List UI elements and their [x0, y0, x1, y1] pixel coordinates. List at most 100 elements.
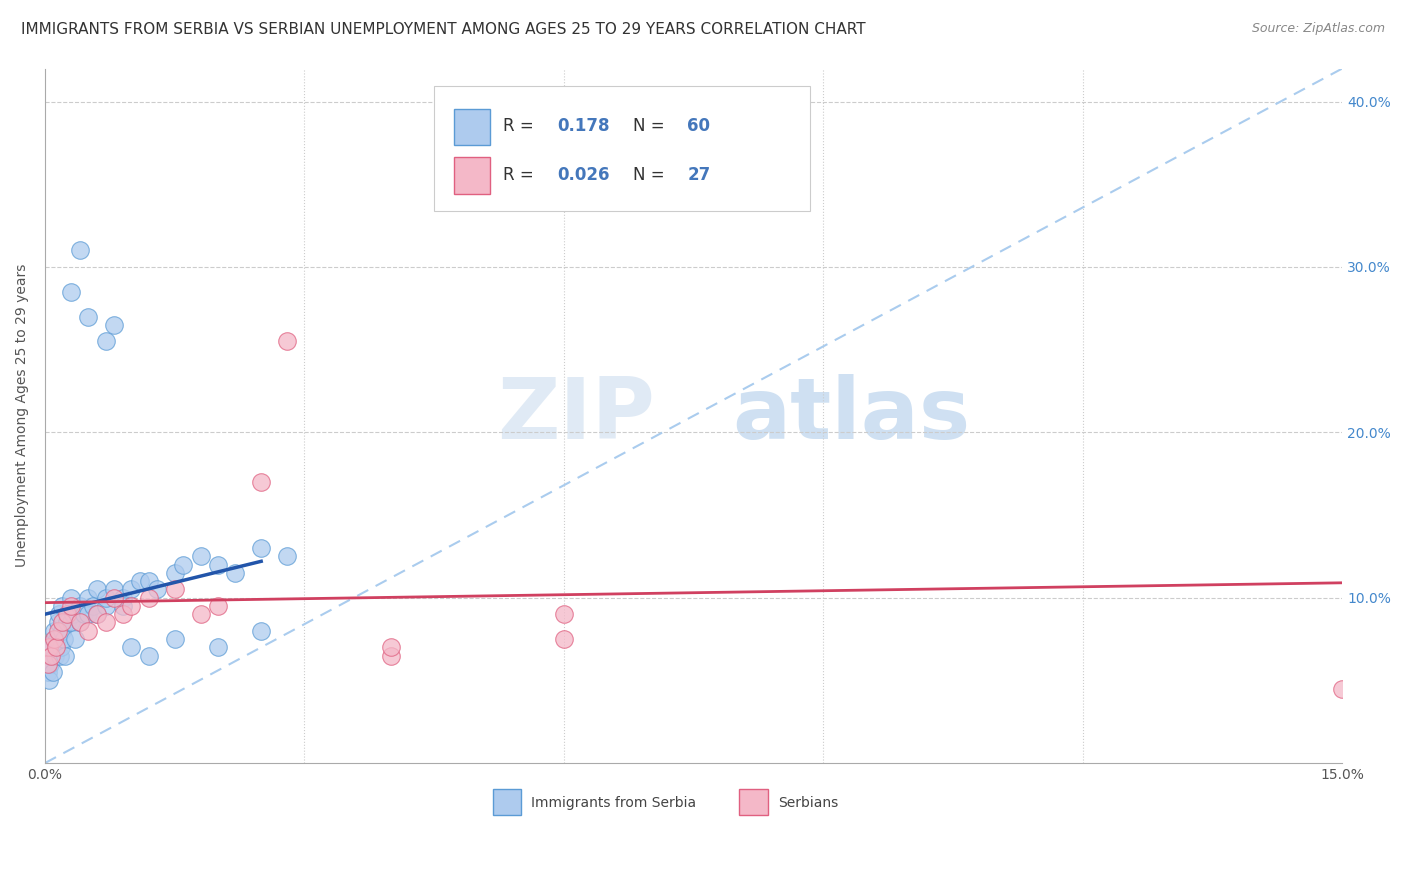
Point	[224, 566, 246, 580]
Point	[42, 624, 65, 638]
Point	[48, 648, 70, 663]
Point	[163, 582, 186, 597]
Point	[77, 310, 100, 324]
Point	[82, 599, 104, 613]
Point	[51, 599, 73, 613]
Point	[59, 599, 82, 613]
Point	[59, 615, 82, 630]
Point	[62, 607, 84, 622]
Point	[553, 607, 575, 622]
Point	[45, 640, 67, 655]
Point	[380, 640, 402, 655]
Point	[77, 607, 100, 622]
Point	[55, 615, 77, 630]
Point	[51, 615, 73, 630]
Point	[138, 591, 160, 605]
Point	[59, 591, 82, 605]
Point	[38, 640, 60, 655]
FancyBboxPatch shape	[492, 789, 522, 815]
Text: 0.178: 0.178	[557, 117, 610, 136]
Point	[207, 599, 229, 613]
Text: Immigrants from Serbia: Immigrants from Serbia	[531, 796, 696, 810]
Point	[69, 599, 91, 613]
Point	[111, 599, 134, 613]
Point	[42, 665, 65, 679]
Point	[250, 624, 273, 638]
Point	[46, 632, 69, 646]
Text: N =: N =	[633, 166, 669, 184]
Point	[190, 549, 212, 564]
Text: Serbians: Serbians	[778, 796, 838, 810]
Y-axis label: Unemployment Among Ages 25 to 29 years: Unemployment Among Ages 25 to 29 years	[15, 264, 30, 567]
Point	[120, 640, 142, 655]
Point	[77, 591, 100, 605]
Text: 60: 60	[688, 117, 710, 136]
Point	[69, 244, 91, 258]
Point	[86, 607, 108, 622]
Point	[276, 334, 298, 349]
Point	[111, 607, 134, 622]
Point	[48, 607, 70, 622]
Point	[120, 582, 142, 597]
Text: 27: 27	[688, 166, 710, 184]
Point	[207, 558, 229, 572]
Point	[53, 648, 76, 663]
Point	[103, 318, 125, 332]
Point	[55, 607, 77, 622]
Point	[129, 574, 152, 589]
Point	[103, 582, 125, 597]
Text: atlas: atlas	[733, 375, 970, 458]
Point	[65, 632, 87, 646]
Point	[46, 624, 69, 638]
Point	[39, 657, 62, 671]
Point	[94, 591, 117, 605]
Point	[38, 673, 60, 688]
Point	[94, 334, 117, 349]
Point	[46, 615, 69, 630]
FancyBboxPatch shape	[454, 109, 489, 145]
Point	[250, 541, 273, 555]
Point	[51, 624, 73, 638]
Point	[42, 632, 65, 646]
Text: 0.026: 0.026	[557, 166, 610, 184]
Point	[44, 648, 66, 663]
Point	[73, 607, 96, 622]
Point	[146, 582, 169, 597]
Point	[39, 648, 62, 663]
Point	[86, 607, 108, 622]
Point	[103, 591, 125, 605]
Point	[138, 648, 160, 663]
Text: R =: R =	[503, 166, 538, 184]
Point	[59, 285, 82, 299]
Text: ZIP: ZIP	[496, 375, 655, 458]
FancyBboxPatch shape	[434, 86, 810, 211]
Point	[77, 624, 100, 638]
Point	[37, 657, 59, 671]
Point	[1331, 681, 1354, 696]
Point	[45, 640, 67, 655]
Point	[49, 640, 72, 655]
Point	[41, 640, 63, 655]
Point	[39, 648, 62, 663]
Point	[38, 640, 60, 655]
Point	[69, 615, 91, 630]
FancyBboxPatch shape	[454, 157, 489, 194]
Point	[250, 475, 273, 489]
Text: R =: R =	[503, 117, 538, 136]
Point	[111, 591, 134, 605]
Point	[94, 615, 117, 630]
Point	[138, 574, 160, 589]
Point	[163, 632, 186, 646]
Point	[276, 549, 298, 564]
Point	[69, 615, 91, 630]
Point	[42, 632, 65, 646]
FancyBboxPatch shape	[740, 789, 768, 815]
Point	[120, 599, 142, 613]
Point	[37, 665, 59, 679]
Point	[553, 632, 575, 646]
Point	[37, 657, 59, 671]
Point	[207, 640, 229, 655]
Point	[380, 648, 402, 663]
Point	[190, 607, 212, 622]
Point	[94, 599, 117, 613]
